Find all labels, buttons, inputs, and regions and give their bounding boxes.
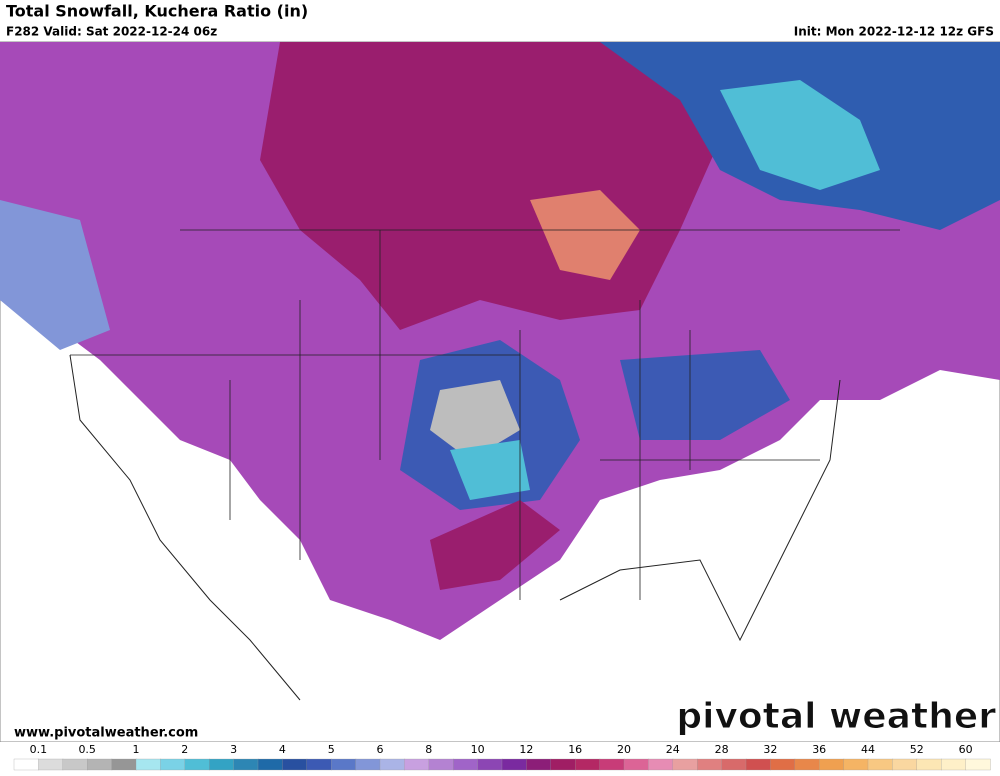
colorbar-label: 5 xyxy=(328,743,335,756)
blue-region-east xyxy=(620,350,790,440)
colorbar-label: 12 xyxy=(519,743,533,756)
valid-time: F282 Valid: Sat 2022-12-24 06z xyxy=(6,25,217,39)
colorbar-label: 20 xyxy=(617,743,631,756)
colorbar-swatch xyxy=(62,758,88,771)
colorbar-swatch xyxy=(428,758,454,771)
colorbar-label: 4 xyxy=(279,743,286,756)
cyan-region-south xyxy=(450,440,530,500)
colorbar-swatch xyxy=(794,758,820,771)
coastline xyxy=(69,354,841,701)
colorbar-label: 10 xyxy=(471,743,485,756)
colorbar-swatch xyxy=(599,758,625,771)
colorbar-swatch xyxy=(87,758,113,771)
gray-region xyxy=(430,380,520,460)
colorbar-label: 28 xyxy=(715,743,729,756)
init-time: Init: Mon 2022-12-12 12z GFS xyxy=(794,25,994,39)
colorbar-label: 16 xyxy=(568,743,582,756)
colorbar-swatch xyxy=(477,758,503,771)
colorbar-swatch xyxy=(843,758,869,771)
colorbar-label: 24 xyxy=(666,743,680,756)
colorbar-label: 0.5 xyxy=(78,743,96,756)
cyan-region xyxy=(720,80,880,190)
colorbar-label: 3 xyxy=(230,743,237,756)
colorbar-swatch xyxy=(13,758,40,771)
colorbar-swatch xyxy=(501,758,528,771)
website: www.pivotalweather.com xyxy=(14,726,198,741)
colorbar-swatch xyxy=(745,758,772,771)
colorbar-swatch xyxy=(111,758,137,771)
colorbar-swatch xyxy=(575,758,601,771)
colorbar-swatch xyxy=(770,758,796,771)
colorbar-swatch xyxy=(38,758,64,771)
heavy-snow-south xyxy=(430,500,560,590)
colorbar-swatch xyxy=(867,758,894,771)
colorbar-swatch xyxy=(672,758,698,771)
colorbar-label: 0.1 xyxy=(30,743,48,756)
colorbar-swatch xyxy=(965,758,991,771)
colorbar-swatch xyxy=(135,758,162,771)
west-snow xyxy=(0,200,110,350)
colorbar-label: 2 xyxy=(181,743,188,756)
colorbar-swatch xyxy=(233,758,259,771)
colorbar-swatch xyxy=(306,758,332,771)
colorbar-label: 8 xyxy=(425,743,432,756)
colorbar-swatch xyxy=(453,758,479,771)
logo: pivotal weather xyxy=(676,696,996,737)
colorbar-label: 6 xyxy=(377,743,384,756)
colorbar-swatch xyxy=(282,758,308,771)
colorbar-swatch xyxy=(355,758,381,771)
colorbar-swatch xyxy=(892,758,918,771)
map xyxy=(0,41,1000,743)
colorbar-swatch xyxy=(526,758,552,771)
colorbar-swatch xyxy=(941,758,967,771)
colorbar-label: 60 xyxy=(959,743,973,756)
colorbar-swatch xyxy=(697,758,723,771)
colorbar-swatch xyxy=(209,758,235,771)
state-lines xyxy=(70,229,900,600)
colorbar-swatch xyxy=(550,758,576,771)
title: Total Snowfall, Kuchera Ratio (in) xyxy=(6,2,308,21)
colorbar-swatch xyxy=(331,758,357,771)
colorbar-swatch xyxy=(819,758,845,771)
max-snow xyxy=(530,190,640,280)
colorbar-label: 36 xyxy=(812,743,826,756)
colorbar-label: 52 xyxy=(910,743,924,756)
colorbar-swatch xyxy=(916,758,942,771)
colorbar-swatch xyxy=(257,758,284,771)
colorbar-label: 1 xyxy=(133,743,140,756)
colorbar-label: 32 xyxy=(763,743,777,756)
colorbar-label: 44 xyxy=(861,743,875,756)
colorbar-swatch xyxy=(404,758,430,771)
colorbar-swatch xyxy=(160,758,186,771)
colorbar-swatch xyxy=(721,758,747,771)
colorbar-swatch xyxy=(184,758,210,771)
colorbar-swatch xyxy=(623,758,650,771)
colorbar-swatch xyxy=(379,758,406,771)
colorbar-swatch xyxy=(648,758,674,771)
